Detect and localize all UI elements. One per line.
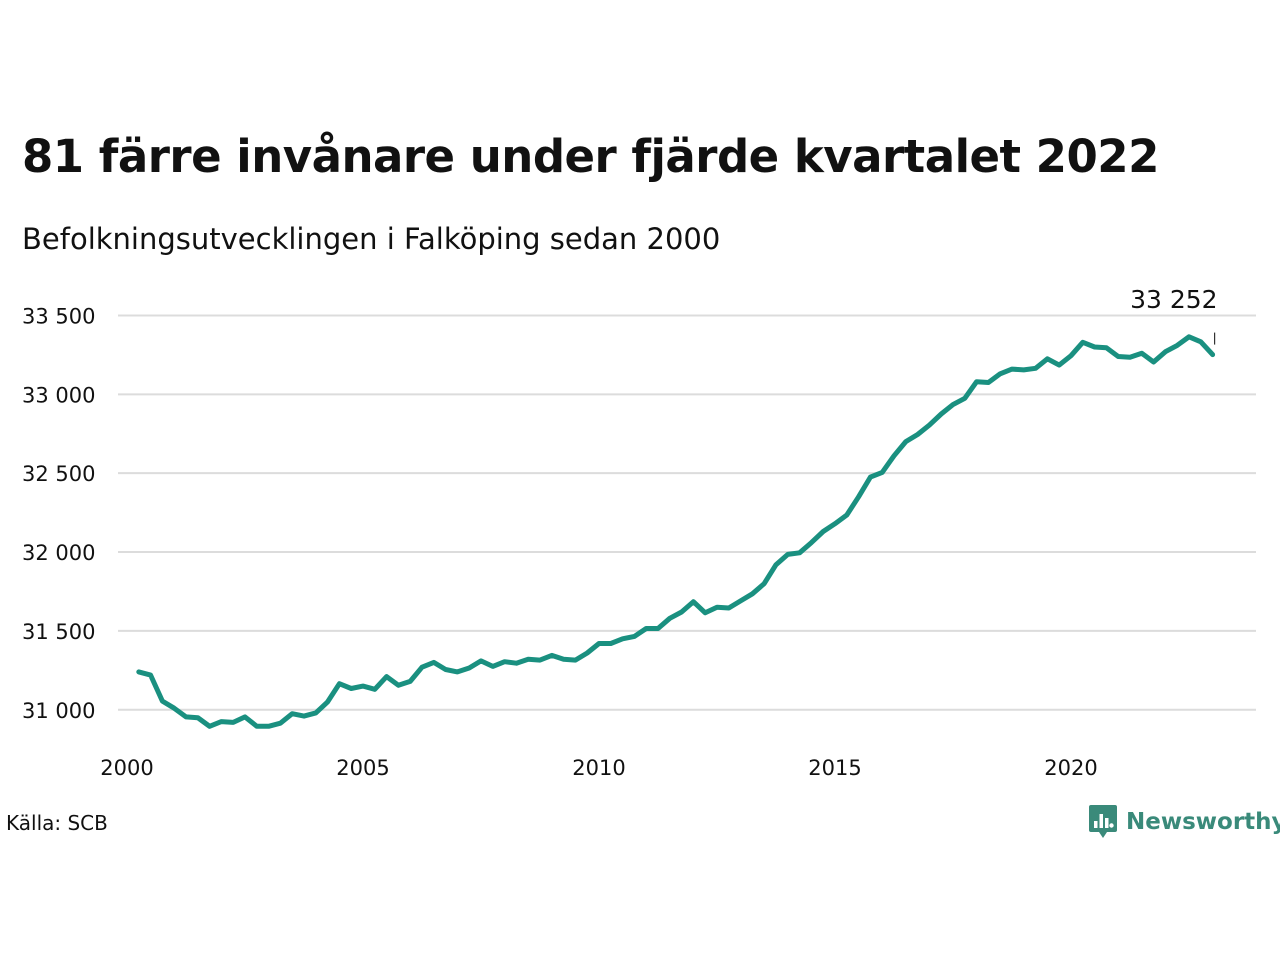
chart-subtitle: Befolkningsutvecklingen i Falköping seda…: [22, 222, 721, 256]
x-tick-label: 2020: [1044, 756, 1097, 780]
brand-name: Newsworthy: [1126, 809, 1280, 835]
y-tick-label: 33 500: [22, 304, 95, 328]
newsworthy-chart-icon: [1089, 805, 1117, 838]
end-value-label: 33 252: [1130, 285, 1217, 314]
source-note: Källa: SCB: [6, 811, 108, 835]
x-tick-label: 2005: [336, 756, 389, 780]
line-chart: 31 000 31 500 32 000 32 500 33 000 33 500 2000…: [22, 285, 1256, 780]
chart-title: 81 färre invånare under fjärde kvartalet…: [22, 130, 1159, 183]
brand-logo: Newsworthy: [1088, 804, 1280, 840]
y-tick-label: 32 000: [22, 541, 95, 565]
y-tick-label: 33 000: [22, 383, 95, 407]
y-tick-label: 31 000: [22, 699, 95, 723]
x-tick-label: 2010: [572, 756, 625, 780]
y-tick-label: 32 500: [22, 462, 95, 486]
series-line: [136, 334, 1216, 729]
x-tick-label: 2000: [100, 756, 153, 780]
x-tick-label: 2015: [808, 756, 861, 780]
y-tick-label: 31 500: [22, 620, 95, 644]
